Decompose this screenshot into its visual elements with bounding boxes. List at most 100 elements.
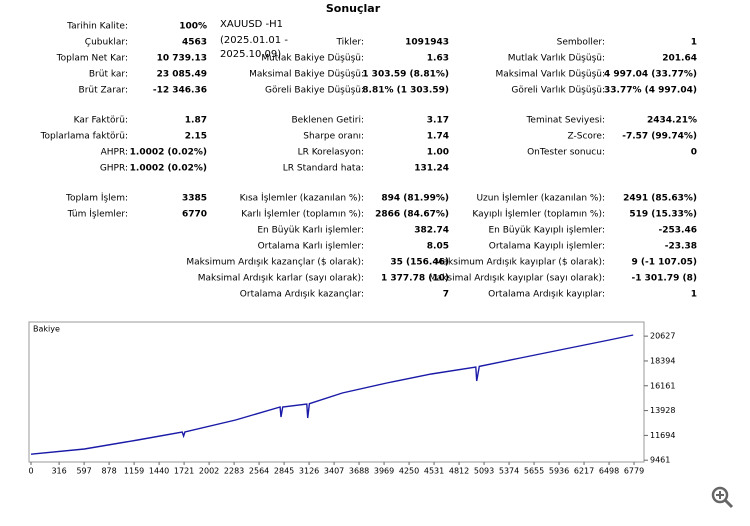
- stat-label: Semboller:: [557, 38, 605, 48]
- stat-label: Toplam İşlem:: [65, 193, 128, 204]
- stat-value: 1.0002 (0.02%): [130, 148, 207, 158]
- stat-value: 9 (-1 107.05): [632, 258, 697, 268]
- stat-label: Maksimum Ardışık kazançlar ($ olarak):: [186, 258, 364, 268]
- stat-value: 6770: [182, 210, 207, 220]
- stat-value: -253.46: [659, 226, 697, 236]
- stat-value: 1.63: [427, 54, 449, 64]
- report-title: Sonuçlar: [326, 2, 381, 15]
- x-tick-label: 2002: [199, 467, 219, 476]
- x-tick-label: 3688: [349, 467, 369, 476]
- stat-label: Brüt kar:: [89, 70, 128, 80]
- stat-value: 2.15: [185, 132, 207, 142]
- stat-label: Teminat Seviyesi:: [525, 116, 605, 126]
- stat-label: Maksimal Varlık Düşüşü:: [495, 70, 605, 80]
- stat-value: 1.0002 (0.02%): [130, 164, 207, 174]
- stat-value: -12 346.36: [153, 86, 207, 96]
- stat-label: Toplarlama faktörü:: [40, 132, 128, 142]
- x-tick-label: 597: [76, 467, 91, 476]
- zoom-icon[interactable]: [711, 486, 734, 509]
- stat-value: 3.17: [427, 116, 449, 126]
- stat-value: 1.87: [185, 116, 207, 126]
- x-tick-label: 4531: [424, 467, 444, 476]
- stat-value: 3385: [182, 194, 207, 204]
- x-tick-label: 6498: [599, 467, 619, 476]
- y-tick-label: 18394: [650, 356, 675, 365]
- stat-label: Göreli Bakiye Düşüşü:: [265, 86, 364, 96]
- stat-label: OnTester sonucu:: [527, 148, 605, 158]
- y-tick-label: 16161: [650, 381, 675, 390]
- stat-label: Beklenen Getiri:: [291, 116, 364, 126]
- stat-label: Kısa İşlemler (kazanılan %):: [240, 193, 364, 204]
- stat-value: 35 (156.46): [390, 258, 449, 268]
- stat-value: 894 (81.99%): [381, 194, 449, 204]
- x-tick-label: 1721: [174, 467, 194, 476]
- stat-label: Brüt Zarar:: [79, 86, 128, 96]
- stat-value: 201.64: [662, 54, 697, 64]
- stat-label: En Büyük Karlı işlemler:: [257, 226, 364, 236]
- balance-line: [30, 334, 634, 455]
- stat-label: Göreli Varlık Düşüşü:: [511, 86, 605, 96]
- stat-value: 1 303.59 (8.81%): [362, 70, 449, 80]
- x-tick-label: 5093: [474, 467, 494, 476]
- stat-label: Ortalama Ardışık kayıplar:: [488, 290, 605, 300]
- stat-label: Uzun İşlemler (kazanılan %):: [476, 193, 605, 204]
- stat-label: LR Korelasyon:: [298, 148, 364, 158]
- stat-label: Maksimum Ardışık kayıplar ($ olarak):: [435, 258, 605, 268]
- stat-value: 4 997.04 (33.77%): [604, 70, 697, 80]
- x-tick-label: 3407: [324, 467, 344, 476]
- stat-value: 519 (15.33%): [629, 210, 697, 220]
- y-tick-label: 11694: [650, 431, 675, 440]
- stat-label: Kayıplı İşlemler (toplamın %):: [472, 209, 605, 220]
- x-tick-label: 2283: [224, 467, 244, 476]
- stat-value: -1 301.79 (8): [632, 274, 697, 284]
- stat-label: Sharpe oranı:: [303, 132, 364, 142]
- stat-label: Ortalama Ardışık kazançlar:: [240, 290, 364, 300]
- stat-value: 1.00: [427, 148, 449, 158]
- stat-label: Maksimal Ardışık kayıplar (sayı olarak):: [429, 274, 605, 284]
- stat-value: 1091943: [405, 38, 449, 48]
- x-tick-label: 4250: [399, 467, 419, 476]
- symbol-line: (2025.01.01 -: [220, 35, 288, 46]
- x-tick-label: 878: [101, 467, 116, 476]
- stat-label: Mutlak Varlık Düşüşü:: [508, 54, 605, 64]
- stat-label: Maksimal Bakiye Düşüşü:: [249, 70, 364, 80]
- x-tick-label: 5936: [549, 467, 569, 476]
- stat-value: -7.57 (99.74%): [622, 132, 697, 142]
- x-tick-label: 3126: [299, 467, 319, 476]
- stat-value: 100%: [179, 22, 207, 32]
- x-tick-label: 3969: [374, 467, 394, 476]
- stat-value: 131.24: [414, 164, 449, 174]
- series-label: Bakiye: [33, 325, 60, 334]
- stat-value: 1 377.78 (10): [381, 274, 449, 284]
- x-tick-label: 1159: [124, 467, 144, 476]
- stat-value: 2434.21%: [647, 116, 697, 126]
- stat-value: 10 739.13: [157, 54, 207, 64]
- stat-label: Tikler:: [335, 38, 364, 48]
- y-tick-label: 20627: [650, 332, 675, 341]
- stat-label: Z-Score:: [568, 132, 606, 142]
- stat-value: 1: [691, 290, 697, 300]
- x-tick-label: 0: [28, 467, 33, 476]
- stat-value: 23 085.49: [157, 70, 207, 80]
- stat-value: 0: [691, 148, 697, 158]
- stat-label: AHPR:: [101, 148, 128, 158]
- y-tick-label: 9461: [650, 456, 670, 465]
- x-tick-label: 2564: [249, 467, 269, 476]
- x-tick-label: 316: [51, 467, 66, 476]
- stat-label: Ortalama Karlı işlemler:: [258, 242, 364, 252]
- stat-label: Tüm İşlemler:: [67, 209, 128, 220]
- stat-label: En Büyük Kayıplı işlemler:: [489, 226, 606, 236]
- stat-label: Mutlak Bakiye Düşüşü:: [261, 54, 364, 64]
- stat-value: 4563: [182, 38, 207, 48]
- stat-label: Tarihin Kalite:: [66, 22, 128, 32]
- stat-value: 33.77% (4 997.04): [604, 86, 697, 96]
- stat-label: LR Standard hata:: [283, 164, 364, 174]
- x-tick-label: 6779: [624, 467, 644, 476]
- stat-label: Çubuklar:: [85, 38, 128, 48]
- symbol-line: 2025.10.09): [220, 49, 281, 60]
- stat-label: Karlı İşlemler (toplamın %):: [241, 209, 364, 220]
- stat-value: 1.74: [427, 132, 449, 142]
- symbol-line: XAUUSD -H1: [220, 19, 283, 30]
- stat-value: 8.05: [427, 242, 449, 252]
- x-tick-label: 5374: [499, 467, 519, 476]
